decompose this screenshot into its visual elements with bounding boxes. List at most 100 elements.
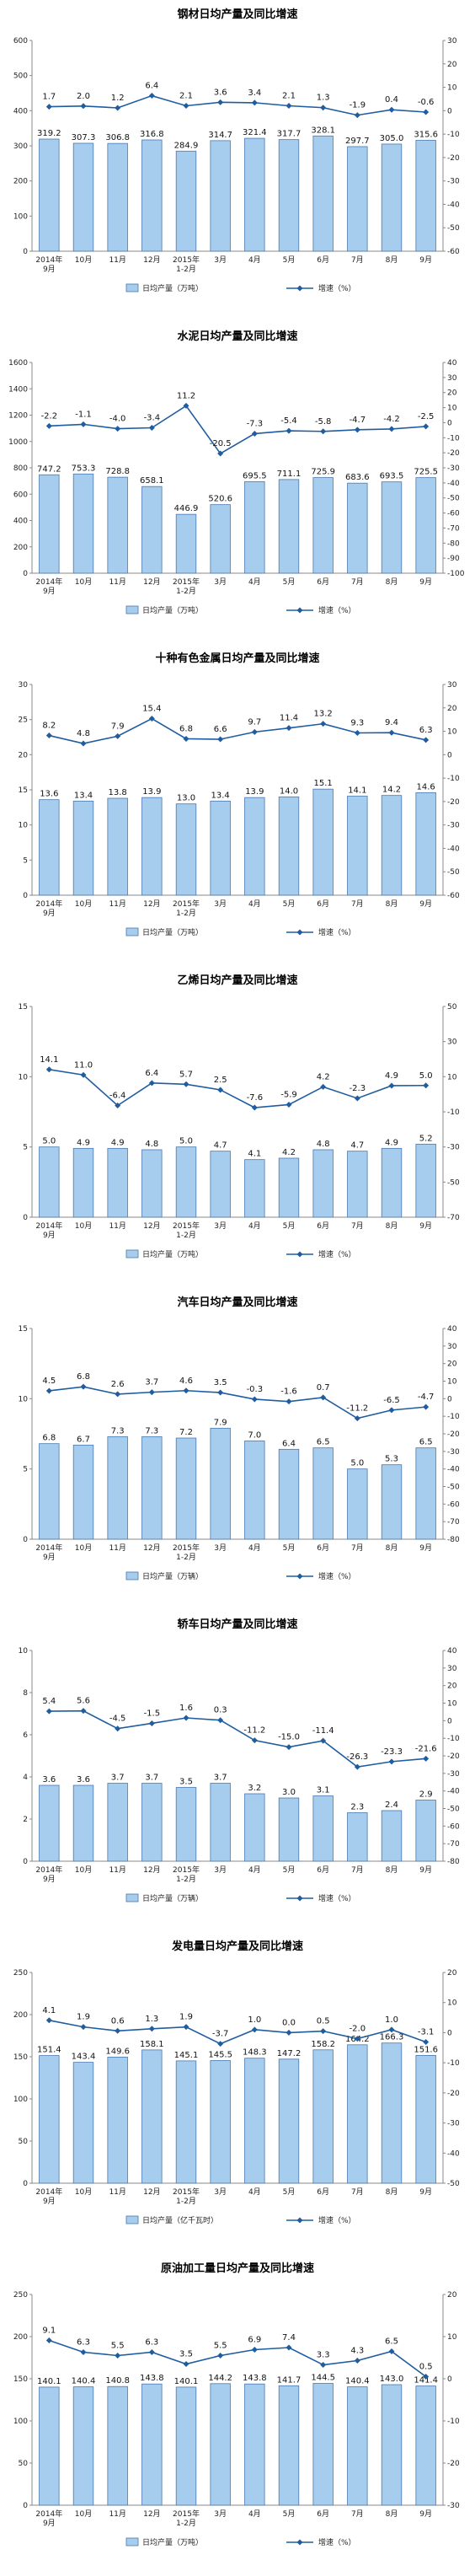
chart-panel: 汽车日均产量及同比增速 0 5 10 15 -80 -70 -60 -50 -40 -30 -20 -1… — [0, 1288, 475, 1610]
line-value-label: 1.0 — [385, 2015, 398, 2025]
line-value-label: 3.3 — [317, 2351, 330, 2360]
x-tick-label: 3月 — [214, 1543, 227, 1553]
left-tick-label: 250 — [13, 1969, 28, 1978]
bar — [381, 143, 403, 252]
right-tick-label: 30 — [447, 1665, 457, 1673]
x-tick-label: 3月 — [214, 899, 227, 909]
chart-panel: 十种有色金属日均产量及同比增速 0 5 10 15 20 25 30 -60 -50 -40 -30 -… — [0, 644, 475, 966]
line-value-label: 2.0 — [77, 92, 90, 101]
bar-value-label: 7.3 — [145, 1426, 158, 1436]
chart-svg: 0 5 10 15 20 25 30 -60 -50 -40 -30 -20 -10 0 10 20 30 13.… — [19, 681, 460, 937]
growth-line — [49, 1386, 426, 1419]
bar-value-label: 13.0 — [177, 794, 195, 803]
line-value-label: -2.0 — [350, 2025, 366, 2034]
line-value-label: -11.2 — [346, 1404, 368, 1414]
legend-line-label: 增速（%） — [318, 2215, 356, 2225]
right-tick-label: -70 — [447, 1840, 460, 1849]
bar — [347, 1812, 368, 1862]
left-tick-label: 0 — [23, 1858, 28, 1866]
right-tick-label: 0 — [447, 107, 452, 115]
left-tick-label: 150 — [13, 2053, 28, 2062]
bar — [312, 1149, 334, 1218]
right-tick-label: -40 — [447, 1466, 460, 1474]
bar-value-label: 141.7 — [277, 2375, 302, 2385]
bar-value-label: 158.1 — [140, 2040, 164, 2049]
line-point — [148, 716, 155, 722]
legend-bar-label: 日均产量（万吨） — [142, 1249, 203, 1259]
bar-value-label: 317.7 — [277, 130, 302, 139]
legend-line-marker — [296, 285, 303, 292]
line-value-label: 9.3 — [350, 719, 364, 728]
line-value-label: -1.6 — [280, 1387, 297, 1397]
bar — [312, 2383, 334, 2506]
line-value-label: -1.1 — [75, 410, 92, 419]
line-value-label: -3.4 — [144, 414, 161, 423]
left-tick-label: 10 — [19, 1073, 29, 1081]
line-point — [45, 104, 52, 110]
line-value-label: -2.2 — [41, 411, 58, 421]
x-tick-label: 9月 — [419, 1865, 432, 1875]
line-point — [388, 2348, 395, 2354]
line-value-label: 6.9 — [248, 2336, 261, 2345]
line-value-label: 4.9 — [385, 1071, 398, 1081]
bar — [141, 139, 163, 252]
left-tick-label: 5 — [23, 856, 28, 865]
line-point — [251, 2347, 258, 2353]
bar-value-label: 305.0 — [380, 134, 404, 143]
right-tick-label: -10 — [447, 434, 460, 443]
bar — [39, 1784, 60, 1862]
right-tick-label: -70 — [447, 524, 460, 533]
legend-line-label: 增速（%） — [318, 1571, 356, 1581]
x-tick-label: 6月 — [317, 2509, 329, 2519]
right-tick-label: -20 — [447, 154, 460, 163]
chart-title: 钢材日均产量及同比增速 — [177, 8, 298, 21]
left-tick-label: 10 — [19, 1647, 29, 1656]
legend-bar-swatch — [125, 2537, 139, 2546]
right-tick-label: 40 — [447, 1325, 457, 1334]
bar — [312, 477, 334, 574]
bar-value-label: 151.6 — [414, 2045, 438, 2054]
left-tick-label: 200 — [13, 2333, 28, 2342]
bar — [244, 480, 265, 574]
x-tick-label: 12月 — [143, 1865, 160, 1875]
line-value-label: 0.6 — [111, 2016, 125, 2026]
x-tick-label: 12月 — [143, 899, 160, 909]
bar — [312, 788, 334, 896]
line-point — [320, 1737, 327, 1744]
line-point — [80, 1071, 87, 1078]
bar-value-label: 7.2 — [179, 1428, 193, 1437]
left-tick-label: 10 — [19, 822, 29, 830]
line-point — [286, 103, 292, 109]
bar — [175, 2060, 197, 2184]
right-tick-label: 10 — [447, 1999, 457, 2008]
x-tick-label: 8月 — [386, 255, 398, 265]
bar — [415, 1447, 436, 1540]
line-value-label: 0.5 — [419, 2363, 433, 2372]
chart-panel: 原油加工量日均产量及同比增速 0 50 100 150 200 250 -30 -20 -10 0 1… — [0, 2254, 475, 2576]
line-value-label: 4.8 — [77, 729, 90, 738]
x-tick-label: 3月 — [214, 1221, 227, 1231]
x-tick-label: 6月 — [317, 899, 329, 909]
right-tick-label: -60 — [447, 1500, 460, 1509]
line-value-label: 1.7 — [42, 93, 56, 102]
line-value-label: 8.2 — [42, 722, 56, 731]
right-tick-label: 0 — [447, 419, 452, 427]
bar-value-label: 297.7 — [345, 137, 370, 146]
right-tick-label: -50 — [447, 495, 460, 503]
bar — [141, 486, 163, 574]
bar-value-label: 14.2 — [382, 786, 401, 795]
bar-value-label: 725.9 — [311, 468, 335, 477]
line-value-label: 15.4 — [142, 705, 161, 714]
left-tick-label: 25 — [19, 716, 28, 725]
left-tick-label: 10 — [19, 1395, 29, 1403]
right-tick-label: -40 — [447, 2149, 460, 2158]
bar — [107, 476, 128, 574]
bar-value-label: 693.5 — [380, 472, 404, 481]
bar — [381, 2384, 403, 2506]
bar-value-label: 4.9 — [385, 1138, 398, 1147]
bar-value-label: 319.2 — [37, 129, 61, 138]
bar — [381, 1464, 403, 1540]
line-value-label: 1.9 — [77, 2013, 90, 2022]
right-tick-label: 10 — [447, 405, 457, 413]
chart-svg: 0 100 200 300 400 500 600 -60 -50 -40 -30 -20 -10 0 10… — [13, 37, 460, 293]
